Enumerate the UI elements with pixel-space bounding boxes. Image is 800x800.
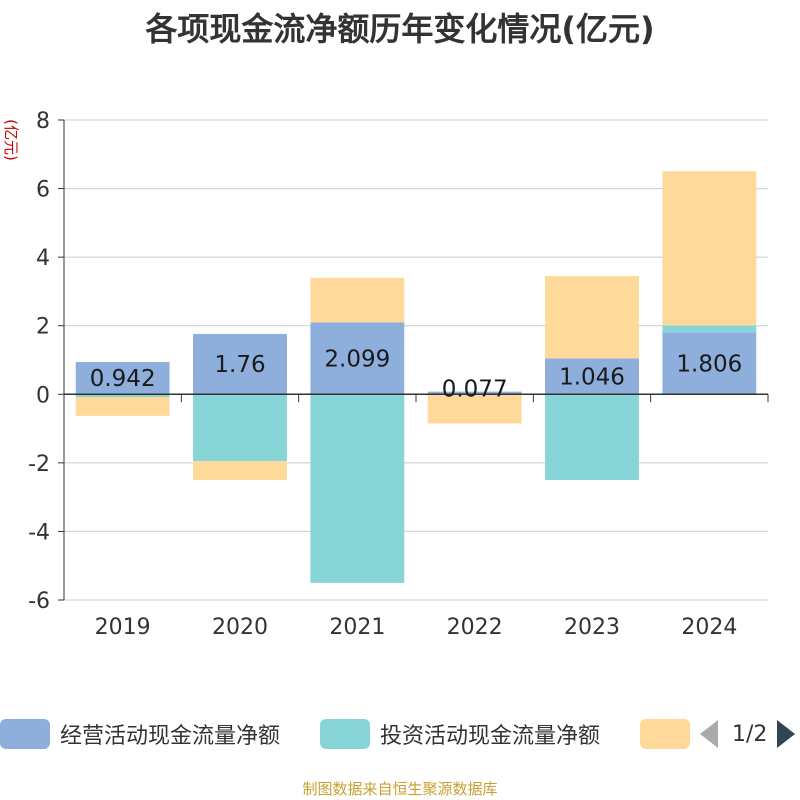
x-tick-label: 2024 xyxy=(681,615,737,640)
chart-title: 各项现金流净额历年变化情况(亿元) xyxy=(145,10,655,48)
legend-label-investing: 投资活动现金流量净额 xyxy=(380,724,601,749)
bar-series3-2023 xyxy=(545,276,639,359)
legend-item-investing[interactable]: 投资活动现金流量净额 xyxy=(320,716,600,752)
x-tick-label: 2019 xyxy=(95,615,151,640)
x-tick-label: 2023 xyxy=(564,615,620,640)
bar-series2-2023 xyxy=(545,394,639,480)
x-tick-label: 2022 xyxy=(447,615,503,640)
legend-item-third[interactable] xyxy=(640,716,700,752)
y-axis-label: (亿元) xyxy=(2,119,20,161)
legend-item-operating[interactable]: 经营活动现金流量净额 xyxy=(0,716,280,752)
bar-series3-2022 xyxy=(427,394,522,424)
y-tick-label: 6 xyxy=(36,178,50,203)
legend-next-page-icon[interactable] xyxy=(777,720,796,748)
legend-swatch-operating xyxy=(0,719,50,749)
legend-swatch-third xyxy=(640,719,690,749)
legend: 经营活动现金流量净额 投资活动现金流量净额 xyxy=(0,716,800,752)
bar-series1-2023 xyxy=(545,358,639,395)
y-tick-label: -4 xyxy=(28,520,50,545)
data-label: 2.099 xyxy=(324,346,390,372)
legend-label-operating: 经营活动现金流量净额 xyxy=(60,724,281,749)
data-label: 1.76 xyxy=(214,352,265,378)
bar-series1-2019 xyxy=(75,361,170,395)
bar-series2-2024 xyxy=(662,325,757,333)
x-tick-label: 2021 xyxy=(329,615,385,640)
data-label: 0.077 xyxy=(442,376,508,402)
legend-pager: 1/2 xyxy=(700,716,796,752)
bar-series3-2024 xyxy=(662,171,757,326)
bar-series2-2019 xyxy=(75,394,170,398)
y-tick-label: 2 xyxy=(36,315,50,340)
bar-series1-2024 xyxy=(662,332,757,395)
legend-prev-page-icon[interactable] xyxy=(700,720,718,748)
y-tick-label: 0 xyxy=(36,383,50,408)
y-tick-label: -6 xyxy=(28,589,50,614)
data-label: 1.046 xyxy=(559,364,625,390)
bar-series3-2021 xyxy=(310,277,405,323)
bar-series1-2021 xyxy=(310,322,405,395)
y-tick-label: 8 xyxy=(36,109,50,134)
bar-series1-2022 xyxy=(427,391,522,395)
legend-swatch-investing xyxy=(320,719,370,749)
data-label: 0.942 xyxy=(90,366,156,392)
bar-series3-2019 xyxy=(75,397,170,416)
bar-series2-2021 xyxy=(310,394,405,583)
data-label: 1.806 xyxy=(676,351,742,377)
bar-series3-2020 xyxy=(193,461,287,480)
x-tick-label: 2020 xyxy=(212,615,268,640)
legend-page-indicator: 1/2 xyxy=(732,721,768,747)
y-tick-label: 4 xyxy=(36,246,50,271)
bar-series2-2020 xyxy=(193,394,287,462)
y-tick-label: -2 xyxy=(28,452,50,477)
data-source-note: 制图数据来自恒生聚源数据库 xyxy=(302,780,498,798)
bar-series1-2020 xyxy=(193,333,287,395)
